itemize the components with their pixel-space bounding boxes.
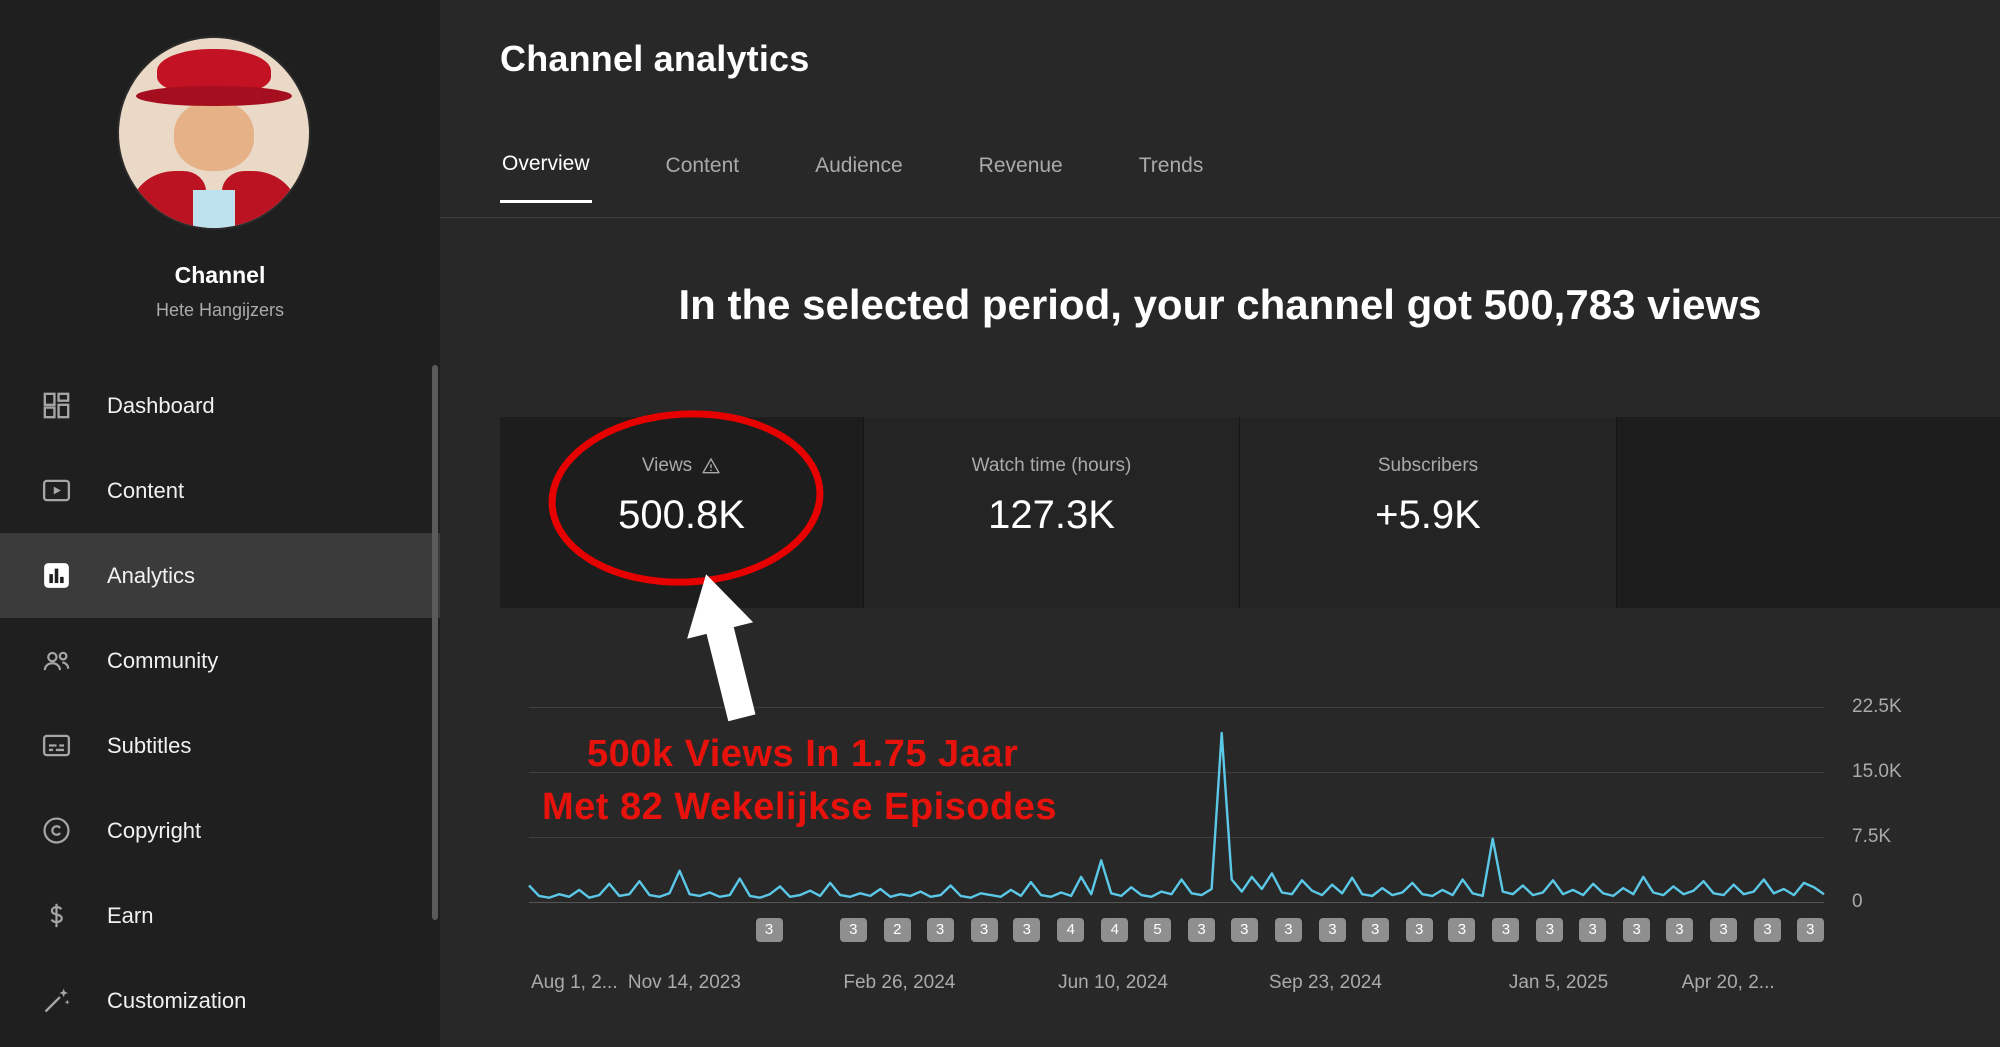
sidebar-item-content[interactable]: Content [0,448,440,533]
sidebar-item-subtitles[interactable]: Subtitles [0,703,440,788]
tab-trends[interactable]: Trends [1137,152,1206,203]
video-marker-badge[interactable]: 3 [1709,918,1737,942]
sidebar-item-label: Earn [107,902,154,928]
metric-value: 127.3K [988,493,1115,537]
tab-divider [440,217,2000,218]
video-marker-badge[interactable]: 3 [1796,918,1824,942]
sidebar-item-analytics[interactable]: Analytics [0,533,440,618]
video-marker-badge[interactable]: 3 [1623,918,1651,942]
sidebar-item-label: Community [107,647,219,673]
community-icon [40,644,73,677]
metric-card-views[interactable]: Views 500.8K [500,417,863,608]
y-axis-label: 7.5K [1852,826,1892,847]
warning-icon [701,456,721,476]
video-marker-badge[interactable]: 3 [1274,918,1302,942]
annotation-line-1: 500k Views In 1.75 Jaar [587,733,1019,775]
x-axis-label: Aug 1, 2... [531,972,618,993]
page-title: Channel analytics [500,38,810,79]
video-marker-badge[interactable]: 3 [1754,918,1782,942]
metric-card-empty [1616,417,2000,608]
channel-handle: Hete Hangijzers [155,300,285,320]
video-marker-badge[interactable]: 3 [1188,918,1216,942]
metric-cards: Views 500.8K Watch time (hours) 127.3K Subsc… [500,417,2000,608]
views-line-plot[interactable] [528,707,1825,903]
video-marker-badge[interactable]: 3 [1448,918,1476,942]
sidebar-item-dashboard[interactable]: Dashboard [0,363,440,448]
chart-gridline [529,837,1824,838]
x-axis-label: Jan 5, 2025 [1508,972,1609,993]
summary-headline: In the selected period, your channel got… [678,281,1762,328]
customization-icon [40,984,73,1017]
avatar-shirt [193,190,235,228]
metric-label: Views [500,455,863,477]
sidebar-item-label: Customization [107,987,247,1013]
metric-card-watch-time-hours[interactable]: Watch time (hours) 127.3K [863,417,1239,608]
video-marker-badge[interactable]: 3 [926,918,954,942]
y-axis-label: 22.5K [1852,696,1902,717]
x-axis-label: Nov 14, 2023 [627,972,741,993]
chart-gridline [529,771,1824,773]
video-marker-badge[interactable]: 3 [1361,918,1389,942]
sidebar-nav: Dashboard Content Analytics Community Subtit… [0,363,440,1043]
video-marker-badge[interactable]: 3 [1405,918,1433,942]
video-marker-badge[interactable]: 4 [1057,918,1085,942]
video-marker-badge[interactable]: 2 [883,918,911,942]
sidebar-item-label: Copyright [107,817,202,843]
x-axis-label: Apr 20, 2... [1681,972,1775,993]
sidebar-item-copyright[interactable]: Copyright [0,788,440,873]
tab-content[interactable]: Content [664,152,742,203]
video-marker-badge[interactable]: 3 [1230,918,1258,942]
video-marker-badge[interactable]: 3 [1318,918,1346,942]
metric-label: Watch time (hours) [971,455,1132,476]
video-marker-badge[interactable]: 3 [839,918,867,942]
y-axis-label: 15.0K [1852,760,1902,782]
tab-revenue[interactable]: Revenue [977,152,1065,203]
x-axis-label: Jun 10, 2024 [1058,972,1168,993]
sidebar-item-label: Content [107,477,185,503]
copyright-icon [40,814,73,847]
sidebar-scrollbar[interactable] [432,365,438,920]
video-marker-badge[interactable]: 4 [1101,918,1129,942]
y-axis-label: 0 [1852,891,1863,912]
avatar-hat-brim [136,85,292,107]
video-marker-badge[interactable]: 3 [970,918,998,942]
sidebar-item-community[interactable]: Community [0,618,440,703]
sidebar-item-label: Dashboard [107,392,215,418]
sidebar: Channel Hete Hangijzers Dashboard Content… [0,0,440,1047]
x-axis-label: Feb 26, 2024 [843,972,956,993]
tab-bar: Overview Content Audience Revenue Trends [500,152,1205,203]
chart-gridline [529,707,1824,708]
metric-card-subscribers[interactable]: Subscribers +5.9K [1239,417,1616,608]
earn-icon [40,899,73,932]
channel-name: Channel [174,262,266,288]
video-marker-badge[interactable]: 3 [755,918,783,942]
video-marker-badge[interactable]: 3 [1579,918,1607,942]
content-icon [40,474,73,507]
tab-overview[interactable]: Overview [500,152,592,203]
dashboard-icon [40,389,73,422]
channel-avatar[interactable] [119,38,309,228]
sidebar-item-customization[interactable]: Customization [0,958,440,1043]
subtitles-icon [40,729,73,762]
video-marker-badge[interactable]: 5 [1144,918,1172,942]
video-marker-badge[interactable]: 3 [1665,918,1693,942]
annotation-line-2: Met 82 Wekelijkse Episodes [542,786,1057,828]
metric-label: Subscribers [1377,455,1479,476]
video-marker-badge[interactable]: 3 [1536,918,1564,942]
sidebar-item-label: Analytics [107,562,196,588]
analytics-icon [40,559,73,592]
chart-gridline [529,902,1824,903]
tab-audience[interactable]: Audience [813,152,905,203]
views-line [528,731,1825,899]
x-axis-label: Sep 23, 2024 [1268,972,1382,993]
sidebar-item-label: Subtitles [107,732,192,758]
video-marker-badge[interactable]: 3 [1013,918,1041,942]
metric-value: +5.9K [1375,493,1481,537]
sidebar-item-earn[interactable]: Earn [0,873,440,958]
video-marker-badge[interactable]: 3 [1492,918,1520,942]
avatar-face [174,100,254,171]
metric-value: 500.8K [618,493,745,537]
